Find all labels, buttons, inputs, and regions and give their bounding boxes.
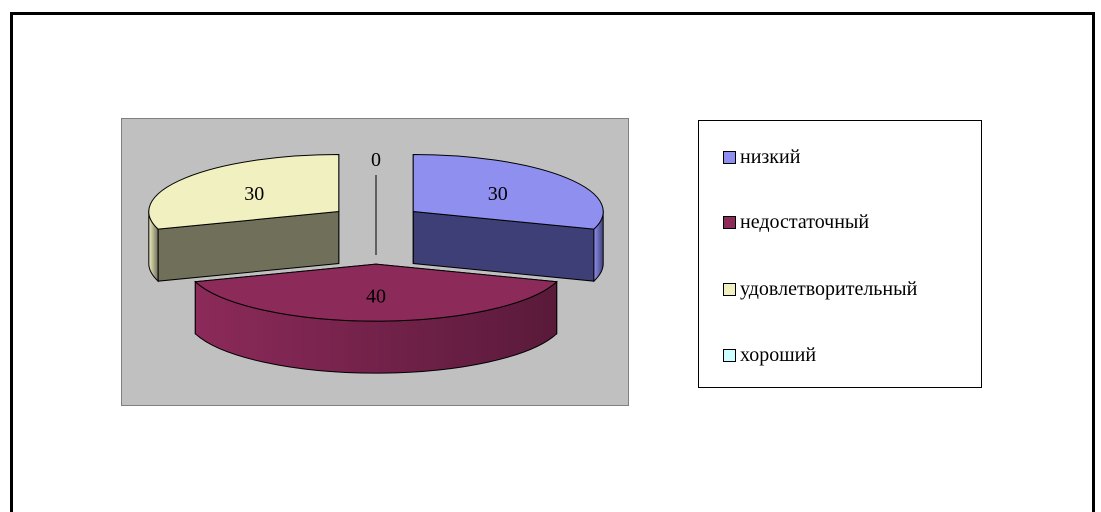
data-label: 40 (366, 285, 386, 307)
pie-slice (412, 154, 604, 283)
legend-item: недостаточный (723, 210, 869, 234)
legend-label: недостаточный (740, 210, 870, 233)
legend-item: удовлетворительный (723, 277, 917, 301)
legend-swatch (723, 215, 736, 229)
legend: низкий недостаточный удовлетворительный … (698, 120, 982, 388)
pie-slice (148, 154, 340, 283)
data-label: 0 (371, 149, 381, 171)
legend-item: низкий (723, 145, 800, 169)
legend-label: низкий (740, 145, 801, 168)
pie-slice-top (412, 154, 604, 230)
pie-slice (194, 263, 558, 374)
plot-area: 30 40 30 0 (121, 118, 629, 406)
pie-chart: 30 40 30 0 (148, 149, 604, 374)
legend-label: хороший (740, 343, 817, 366)
legend-item: хороший (723, 343, 816, 367)
legend-swatch (723, 150, 736, 164)
legend-swatch (723, 282, 736, 296)
pie-slice-top (148, 154, 340, 230)
data-label: 30 (488, 183, 508, 205)
chart-frame (10, 12, 1095, 512)
legend-swatch (723, 348, 736, 362)
legend-label: удовлетворительный (740, 277, 918, 300)
pie-slice-top (194, 263, 558, 322)
data-label: 30 (244, 183, 264, 205)
